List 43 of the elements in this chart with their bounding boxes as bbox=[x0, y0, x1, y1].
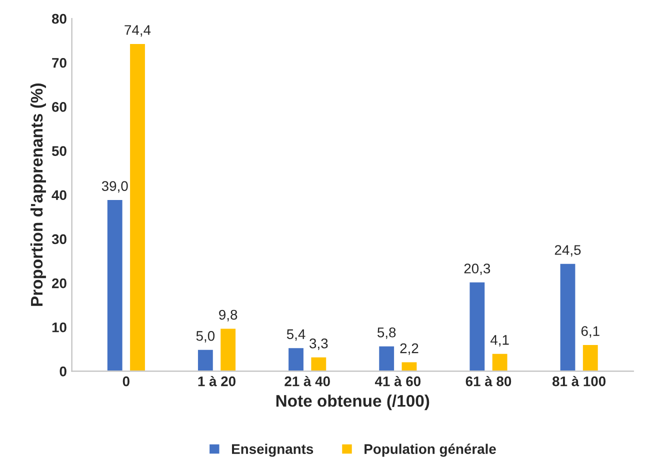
y-tick-label: 40 bbox=[52, 190, 66, 200]
y-tick-label: 20 bbox=[52, 278, 66, 288]
x-tick-label: 41 à 60 bbox=[374, 376, 421, 386]
y-axis-title: Proportion d'apprenants (%) bbox=[30, 84, 46, 306]
bar bbox=[582, 344, 600, 372]
y-tick-label: 10 bbox=[52, 322, 66, 332]
x-tick-label: 0 bbox=[122, 376, 130, 386]
legend-label: Population générale bbox=[364, 444, 496, 457]
bar bbox=[219, 327, 237, 372]
bar bbox=[378, 344, 396, 372]
x-tick-label: 61 à 80 bbox=[466, 376, 512, 386]
data-label: 24,5 bbox=[554, 245, 581, 257]
y-tick-label: 70 bbox=[52, 58, 66, 68]
y-tick-label: 30 bbox=[52, 234, 66, 244]
bar bbox=[490, 352, 509, 372]
data-label: 5,0 bbox=[196, 331, 215, 342]
bar bbox=[287, 346, 305, 372]
bar bbox=[400, 360, 418, 372]
data-label: 3,3 bbox=[310, 338, 328, 350]
bar bbox=[196, 348, 214, 372]
bar bbox=[310, 356, 328, 372]
bar bbox=[558, 262, 577, 372]
x-tick-label: 1 à 20 bbox=[198, 376, 236, 386]
y-tick-label: 0 bbox=[60, 366, 66, 376]
data-label: 20,3 bbox=[464, 264, 490, 276]
data-label: 6,1 bbox=[581, 326, 600, 338]
data-label: 5,8 bbox=[377, 328, 396, 339]
data-label: 39,0 bbox=[102, 181, 128, 193]
x-tick-label: 21 à 40 bbox=[284, 376, 330, 386]
bar bbox=[468, 281, 486, 372]
bar bbox=[106, 198, 124, 372]
data-label: 5,4 bbox=[286, 329, 306, 341]
x-axis-title: Note obtenue (/100) bbox=[276, 394, 430, 410]
y-tick-label: 80 bbox=[52, 14, 66, 24]
data-label: 2,2 bbox=[400, 343, 418, 355]
y-tick-label: 50 bbox=[52, 146, 66, 156]
data-label: 9,8 bbox=[219, 310, 238, 322]
y-tick-label: 60 bbox=[52, 102, 66, 112]
legend-label: Enseignants bbox=[232, 444, 314, 457]
data-label: 4,1 bbox=[490, 335, 509, 346]
data-label: 74,4 bbox=[124, 25, 151, 37]
bar bbox=[128, 42, 146, 372]
x-tick-label: 81 à 100 bbox=[552, 376, 606, 386]
